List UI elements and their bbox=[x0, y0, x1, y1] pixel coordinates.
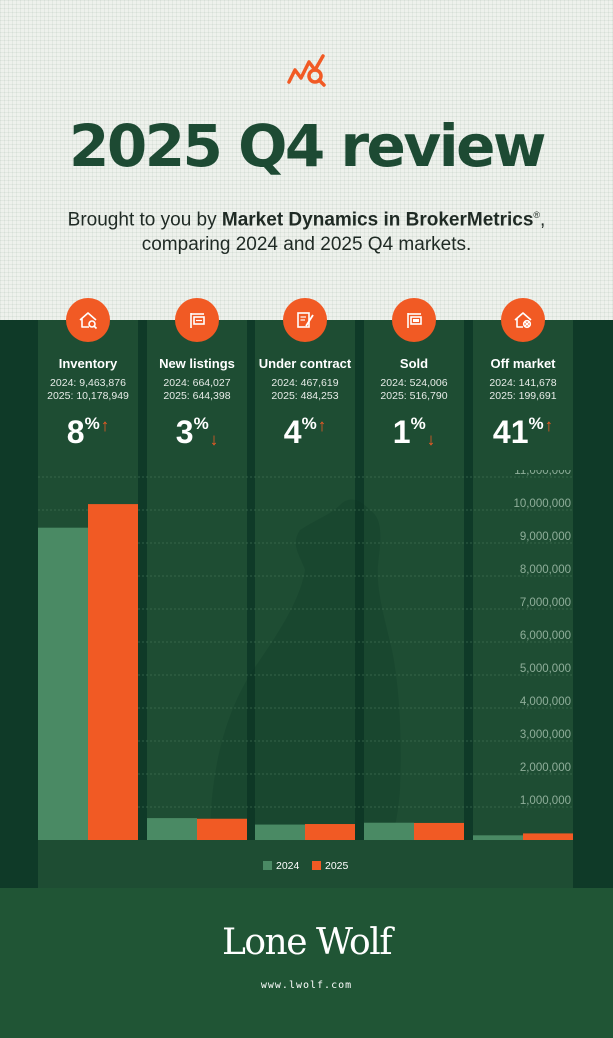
pct-value: 3 bbox=[175, 414, 194, 450]
footer-band bbox=[0, 888, 613, 1038]
stat-2025: 2025: 10,178,949 bbox=[47, 390, 129, 402]
y-tick-label: 6,000,000 bbox=[520, 630, 571, 642]
stat-label: Off market bbox=[490, 356, 556, 371]
legend-label: 2025 bbox=[325, 860, 349, 872]
stat-values: 2024: 467,619 2025: 484,253 bbox=[255, 377, 355, 403]
bar-2024-3 bbox=[364, 822, 414, 840]
y-tick-label: 8,000,000 bbox=[520, 564, 571, 576]
bar-2025-3 bbox=[414, 822, 464, 840]
subtitle-brand: Market Dynamics in BrokerMetrics bbox=[221, 209, 534, 231]
legend-swatch bbox=[312, 861, 321, 870]
pct-value: 1 bbox=[392, 414, 411, 450]
bar-2024-1 bbox=[147, 818, 197, 840]
pct-sign: % bbox=[84, 414, 100, 433]
pct-value: 8 bbox=[66, 414, 85, 450]
y-tick-label: 11,000,000 bbox=[514, 470, 571, 477]
subtitle-line2: comparing 2024 and 2025 Q4 markets. bbox=[141, 234, 472, 256]
arrow-down-icon: ↓ bbox=[209, 430, 219, 449]
column-bg bbox=[255, 470, 355, 888]
column-bg bbox=[364, 470, 464, 888]
bar-2025-4 bbox=[523, 833, 573, 840]
stat-card-new-listings: New listings 2024: 664,027 2025: 644,398 … bbox=[147, 298, 247, 470]
header-section: 2025 Q4 review Brought to you by Market … bbox=[0, 0, 613, 320]
trend-logo-icon bbox=[287, 54, 326, 87]
listing-sign-icon bbox=[175, 298, 219, 342]
legend-label: 2024 bbox=[276, 860, 300, 872]
contract-pen-icon bbox=[283, 298, 327, 342]
bar-2024-2 bbox=[255, 824, 305, 840]
bar-2025-2 bbox=[305, 824, 355, 840]
column-bg bbox=[473, 470, 573, 888]
page-subtitle: Brought to you by Market Dynamics in Bro… bbox=[0, 203, 613, 257]
bars bbox=[38, 504, 573, 840]
y-tick-label: 4,000,000 bbox=[520, 696, 571, 708]
bar-2025-0 bbox=[88, 504, 138, 840]
legend-bg bbox=[38, 840, 573, 888]
bar-chart: 1,000,000 2,000,000 3,000,000 4,000,000 5,00… bbox=[0, 470, 613, 888]
bar-2024-0 bbox=[38, 527, 88, 840]
stat-card-sold: Sold 2024: 524,006 2025: 516,790 1%↓ bbox=[364, 298, 464, 470]
y-tick-label: 9,000,000 bbox=[520, 531, 571, 543]
house-search-icon bbox=[66, 298, 110, 342]
stat-label: Inventory bbox=[58, 356, 118, 371]
y-tick-label: 1,000,000 bbox=[520, 795, 571, 807]
y-tick-label: 3,000,000 bbox=[520, 729, 571, 741]
sold-sign-icon bbox=[392, 298, 436, 342]
registered-mark: ® bbox=[533, 210, 541, 220]
pct-sign: % bbox=[301, 414, 317, 433]
page-title: 2025 Q4 review bbox=[68, 112, 547, 180]
stat-2024: 2024: 141,678 bbox=[489, 377, 557, 389]
arrow-up-icon: ↑ bbox=[100, 416, 110, 435]
house-off-icon bbox=[501, 298, 545, 342]
brand-logo: Lone Wolf bbox=[221, 922, 393, 963]
wolf-watermark-icon bbox=[210, 499, 401, 840]
stat-values: 2024: 524,006 2025: 516,790 bbox=[364, 377, 464, 403]
bar-2025-1 bbox=[197, 818, 247, 840]
arrow-up-icon: ↑ bbox=[317, 416, 327, 435]
stat-values: 2024: 9,463,876 2025: 10,178,949 bbox=[38, 377, 138, 403]
stat-2025: 2025: 199,691 bbox=[489, 390, 557, 402]
stat-values: 2024: 664,027 2025: 644,398 bbox=[147, 377, 247, 403]
stat-2024: 2024: 467,619 bbox=[271, 377, 339, 389]
stat-label: Sold bbox=[399, 356, 429, 371]
pct-sign: % bbox=[410, 414, 426, 433]
y-tick-label: 10,000,000 bbox=[513, 498, 571, 510]
bar-2024-4 bbox=[473, 835, 523, 840]
arrow-down-icon: ↓ bbox=[426, 430, 436, 449]
stat-2025: 2025: 644,398 bbox=[163, 390, 231, 402]
footer-url[interactable]: www.lwolf.com bbox=[260, 980, 353, 991]
stat-percent: 4%↑ bbox=[255, 414, 355, 451]
y-tick-labels: 1,000,000 2,000,000 3,000,000 4,000,000 5,00… bbox=[513, 470, 571, 807]
subtitle-prefix: Brought to you by bbox=[67, 209, 222, 231]
legend-swatch bbox=[263, 861, 272, 870]
pct-sign: % bbox=[528, 414, 544, 433]
stat-label: Under contract bbox=[258, 356, 352, 371]
pct-sign: % bbox=[193, 414, 209, 433]
stat-percent: 3%↓ bbox=[147, 414, 247, 451]
y-tick-label: 7,000,000 bbox=[520, 597, 571, 609]
stat-2024: 2024: 524,006 bbox=[380, 377, 448, 389]
y-tick-label: 2,000,000 bbox=[520, 762, 571, 774]
subtitle-suffix: , bbox=[540, 209, 546, 231]
stat-percent: 41%↑ bbox=[473, 414, 573, 451]
stat-label: New listings bbox=[159, 356, 235, 371]
stat-2025: 2025: 516,790 bbox=[380, 390, 448, 402]
pct-value: 41 bbox=[492, 414, 529, 450]
stat-card-inventory: Inventory 2024: 9,463,876 2025: 10,178,94… bbox=[38, 298, 138, 470]
stat-card-under-contract: Under contract 2024: 467,619 2025: 484,25… bbox=[255, 298, 355, 470]
bar-chart-svg: 1,000,000 2,000,000 3,000,000 4,000,000 5,00… bbox=[38, 470, 573, 888]
arrow-up-icon: ↑ bbox=[544, 416, 554, 435]
stat-card-off-market: Off market 2024: 141,678 2025: 199,691 41… bbox=[473, 298, 573, 470]
legend: 2024 2025 bbox=[263, 860, 349, 872]
stat-2024: 2024: 9,463,876 bbox=[50, 377, 126, 389]
pct-value: 4 bbox=[283, 414, 302, 450]
stat-values: 2024: 141,678 2025: 199,691 bbox=[473, 377, 573, 403]
stat-2024: 2024: 664,027 bbox=[163, 377, 231, 389]
stat-2025: 2025: 484,253 bbox=[271, 390, 339, 402]
stat-percent: 1%↓ bbox=[364, 414, 464, 451]
y-tick-label: 5,000,000 bbox=[520, 663, 571, 675]
stat-percent: 8%↑ bbox=[38, 414, 138, 451]
